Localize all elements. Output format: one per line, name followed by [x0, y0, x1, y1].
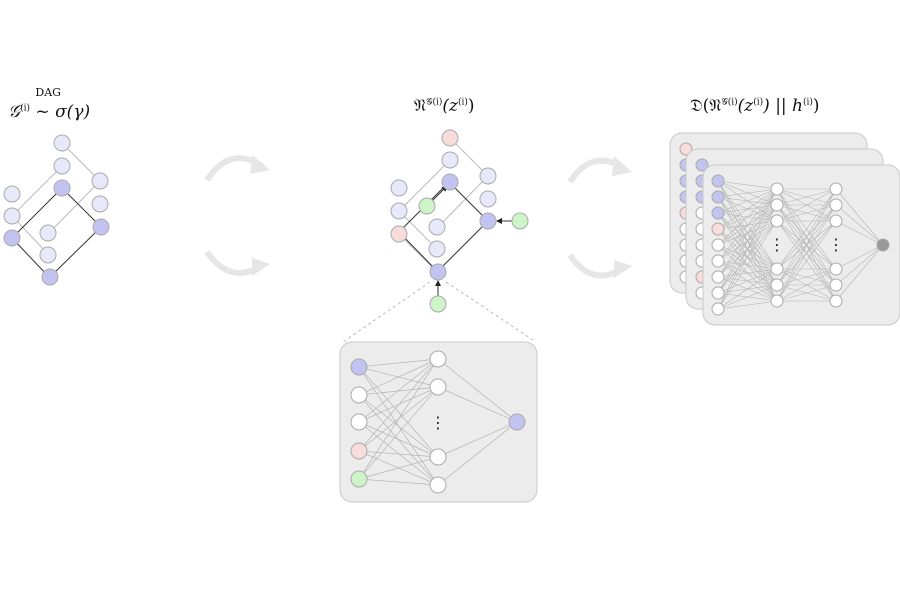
discriminator-stack: ⋮ ⋮ — [669, 132, 900, 326]
nn-node — [711, 254, 725, 268]
nn-node — [350, 386, 368, 404]
nn-node — [350, 442, 368, 460]
network-graph — [342, 129, 537, 343]
nn-node — [711, 302, 725, 316]
nn-node — [770, 294, 784, 308]
nn-node — [429, 378, 447, 396]
flow-arrow-bottom-2 — [567, 253, 632, 279]
nn-node — [711, 174, 725, 188]
nn-node — [770, 278, 784, 292]
disc-ellipsis-1: ⋮ — [769, 235, 785, 254]
nn-node — [508, 413, 526, 431]
dag-graph — [3, 134, 110, 286]
nn-node — [876, 238, 890, 252]
nn-node — [829, 214, 843, 228]
disc-ellipsis-2: ⋮ — [828, 235, 844, 254]
nn-node — [829, 198, 843, 212]
nn-node — [770, 182, 784, 196]
flow-arrow-top-1 — [204, 155, 270, 182]
network-title: 𝔑𝒢(i)(z(i)) — [414, 96, 475, 116]
nn-node — [770, 262, 784, 276]
nn-node — [429, 448, 447, 466]
nn-node — [829, 294, 843, 308]
nn-node — [429, 476, 447, 494]
flow-arrow-top-2 — [567, 156, 632, 184]
nn-node — [350, 413, 368, 431]
nn-node — [829, 278, 843, 292]
node-mlp-panel: ⋮ — [339, 341, 538, 503]
nn-node — [829, 182, 843, 196]
nn-node — [770, 214, 784, 228]
nn-node — [350, 470, 368, 488]
nn-node — [711, 238, 725, 252]
flow-arrow-bottom-1 — [204, 250, 270, 276]
dag-sampling-title: 𝒢(i) DAG ~ σ(γ) — [8, 86, 91, 122]
nn-node — [429, 350, 447, 368]
nn-node — [770, 198, 784, 212]
nn-node — [711, 270, 725, 284]
nn-node — [711, 206, 725, 220]
nn-node — [711, 222, 725, 236]
nn-node — [829, 262, 843, 276]
nn-node — [711, 190, 725, 204]
nn-node — [350, 358, 368, 376]
discriminator-title: 𝔇(𝔑𝒢(i)(z(i)) || h(i)) — [690, 96, 820, 116]
mlp-ellipsis: ⋮ — [430, 413, 446, 432]
nn-node — [711, 286, 725, 300]
